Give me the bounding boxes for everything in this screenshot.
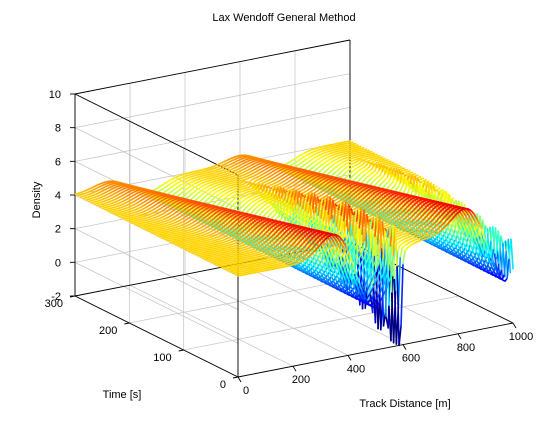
axis-edge	[75, 40, 350, 94]
surface-segment	[438, 188, 440, 189]
surface-segment	[416, 175, 418, 176]
surface-segment	[396, 179, 398, 184]
surface-segment	[421, 178, 423, 179]
surface-segment	[413, 174, 415, 175]
chart-title: Lax Wendoff General Method	[212, 12, 355, 24]
surface-segment	[393, 176, 395, 182]
grid-line	[75, 74, 350, 128]
surface-mesh	[75, 141, 513, 345]
surface-segment	[411, 172, 413, 173]
surface-segment	[424, 180, 426, 181]
surface-segment	[408, 171, 410, 172]
surface-segment	[419, 177, 421, 178]
grid-line	[185, 274, 348, 355]
surface-segment	[435, 186, 437, 187]
